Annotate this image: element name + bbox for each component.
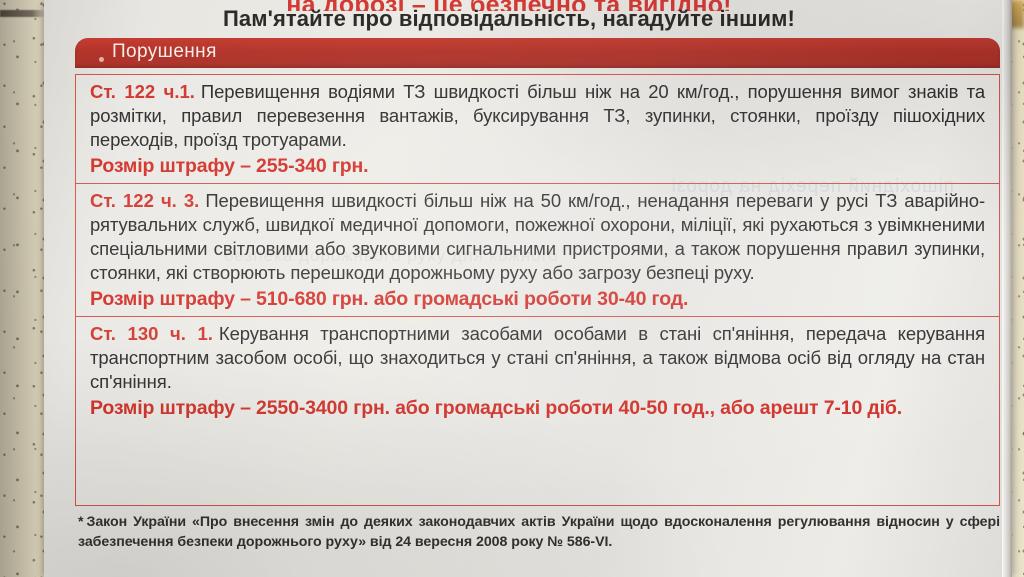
violations-table: Ст. 122 ч.1. Перевищення водіями ТЗ швидк… xyxy=(75,74,1000,506)
violation-description-wrapper: Ст. 130 ч. 1. Керування транспортними зас… xyxy=(90,322,985,394)
footnote-asterisk: * xyxy=(78,514,84,530)
table-row: Ст. 122 ч. 3. Перевищення швидкості більш… xyxy=(76,184,999,317)
table-row: Ст. 130 ч. 1. Керування транспортними зас… xyxy=(76,317,999,425)
violation-description: Перевищення водіями ТЗ швидкості більш н… xyxy=(90,81,986,151)
section-tab-violations: Порушення xyxy=(75,38,1000,68)
article-number: Ст. 122 ч. 3. xyxy=(90,189,200,211)
fine-amount: Розмір штрафу – 510-680 грн. або громадс… xyxy=(90,288,689,311)
table-row: Ст. 122 ч.1. Перевищення водіями ТЗ швидк… xyxy=(76,75,999,184)
article-number: Ст. 122 ч.1. xyxy=(90,81,195,102)
article-number: Ст. 130 ч. 1. xyxy=(90,322,213,344)
section-tab-label: Порушення xyxy=(112,41,217,62)
dark-strip-decoration xyxy=(0,10,46,17)
footnote: * Закон України «Про внесення змін до дея… xyxy=(78,513,1000,553)
bullet-dot-icon xyxy=(99,57,104,62)
page-content: на дорозі – це безпечно та вигідно! Пам'… xyxy=(44,0,1012,577)
fine-amount: Розмір штрафу – 2550-3400 грн. або грома… xyxy=(90,397,903,420)
subheadline: Пам'ятайте про відповідальність, нагадуй… xyxy=(223,6,795,31)
violation-description: Керування транспортними засобами особами… xyxy=(90,322,985,392)
leaflet-page: пішохідний перехід на дорозі безпека дор… xyxy=(44,0,1012,577)
page-edge xyxy=(1002,0,1012,577)
headline-cropped: на дорозі – це безпечно та вигідно! xyxy=(44,0,974,11)
footnote-text: Закон України «Про внесення змін до деяк… xyxy=(78,514,1000,550)
violation-description-wrapper: Ст. 122 ч. 3. Перевищення швидкості більш… xyxy=(90,189,985,285)
violation-description-wrapper: Ст. 122 ч.1. Перевищення водіями ТЗ швидк… xyxy=(90,80,985,152)
violation-description: Перевищення швидкості більш ніж на 50 км… xyxy=(90,189,986,284)
fine-amount: Розмір штрафу – 255-340 грн. xyxy=(90,155,369,178)
